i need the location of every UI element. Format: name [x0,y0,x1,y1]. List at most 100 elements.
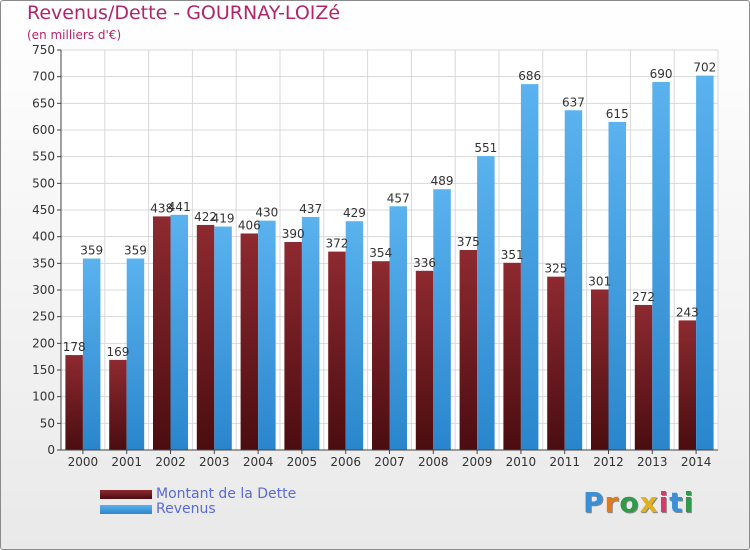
bar-revenus [477,156,495,450]
data-label-dette: 438 [150,201,173,215]
data-label-revenus: 615 [606,107,629,121]
data-label-dette: 336 [413,256,436,270]
data-label-revenus: 637 [562,95,585,109]
bar-revenus [82,258,101,450]
bar-dette [284,242,302,450]
bar-dette [372,261,390,450]
bar-revenus [652,82,670,450]
bar-revenus [345,221,364,450]
bar-revenus [214,226,232,450]
legend-label-revenus: Revenus [156,501,216,517]
chart-subtitle: (en milliers d'€) [27,28,122,42]
y-tick-label: 600 [32,123,55,137]
y-tick-label: 450 [32,203,55,217]
bar-dette [678,320,697,450]
x-tick-label: 2001 [111,455,142,469]
y-tick-label: 150 [32,363,55,377]
bar-dette [328,251,346,450]
bar-dette [415,270,434,450]
data-label-dette: 169 [106,345,129,359]
y-tick-label: 500 [32,176,55,190]
bar-dette [109,359,127,450]
bar-revenus [564,110,583,451]
data-label-revenus: 686 [518,69,541,83]
legend-swatch-dette [100,490,152,499]
bar-dette [591,289,609,450]
bar-dette [196,224,215,450]
logo-letter: r [604,486,620,519]
bar-revenus [608,122,626,450]
y-tick-label: 100 [32,390,55,404]
proxiti-logo: Proxiti [583,486,694,519]
y-tick-label: 200 [32,336,55,350]
bar-dette [503,262,521,450]
y-tick-label: 300 [32,283,55,297]
bar-revenus [170,214,188,450]
chart-title: Revenus/Dette - GOURNAY-LOIZé [27,2,341,24]
x-tick-label: 2008 [418,455,449,469]
bar-revenus [389,206,407,450]
x-tick-label: 2003 [199,455,230,469]
data-label-dette: 178 [63,340,86,354]
data-label-revenus: 702 [693,61,716,75]
legend-label-dette: Montant de la Dette [156,486,297,502]
x-tick-label: 2004 [243,455,274,469]
y-tick-label: 400 [32,230,55,244]
data-label-dette: 422 [194,210,217,224]
bar-dette [459,250,478,450]
y-tick-label: 650 [32,96,55,110]
data-label-revenus: 429 [343,206,366,220]
y-tick-label: 700 [32,70,55,84]
data-label-dette: 406 [238,218,261,232]
x-tick-label: 2000 [68,455,99,469]
bar-revenus [520,84,539,450]
bar-dette [634,304,653,450]
data-label-dette: 243 [676,305,699,319]
x-tick-label: 2013 [637,455,668,469]
y-tick-label: 350 [32,256,55,270]
logo-letter: x [639,486,659,519]
data-label-dette: 351 [501,248,524,262]
data-label-dette: 372 [325,237,348,251]
x-tick-label: 2011 [549,455,580,469]
logo-letter: t [669,486,684,519]
legend-swatch-revenus [100,505,152,514]
y-tick-label: 250 [32,310,55,324]
data-label-dette: 390 [282,227,305,241]
data-label-revenus: 359 [80,244,103,258]
data-label-revenus: 437 [299,202,322,216]
data-label-revenus: 419 [212,212,235,226]
x-tick-label: 2010 [506,455,537,469]
y-tick-label: 550 [32,150,55,164]
y-tick-label: 0 [47,443,55,457]
data-label-revenus: 551 [474,141,497,155]
x-tick-label: 2006 [330,455,361,469]
x-tick-label: 2005 [287,455,318,469]
data-label-revenus: 359 [124,244,147,258]
data-label-dette: 272 [632,290,655,304]
x-tick-label: 2014 [681,455,712,469]
logo-letter: i [658,486,670,519]
data-label-revenus: 441 [168,200,191,214]
data-label-revenus: 690 [650,67,673,81]
bar-revenus [126,258,145,450]
bar-revenus [696,75,714,450]
axes: 0 50 100 150 200 250 300 350 400 450 500 550 600 650 7… [32,43,718,469]
x-tick-label: 2002 [155,455,186,469]
bars [65,75,714,451]
data-label-revenus: 457 [387,191,410,205]
bar-dette [547,276,565,450]
y-tick-label: 50 [40,416,55,430]
x-tick-label: 2012 [593,455,624,469]
logo-letter: i [683,486,695,519]
x-tick-label: 2007 [374,455,405,469]
bar-dette [65,355,83,450]
logo-letter: P [583,486,605,519]
bar-revenus [301,216,320,450]
data-label-revenus: 430 [255,206,278,220]
y-tick-label: 750 [32,43,55,57]
x-tick-label: 2009 [462,455,493,469]
data-label-dette: 325 [544,262,567,276]
